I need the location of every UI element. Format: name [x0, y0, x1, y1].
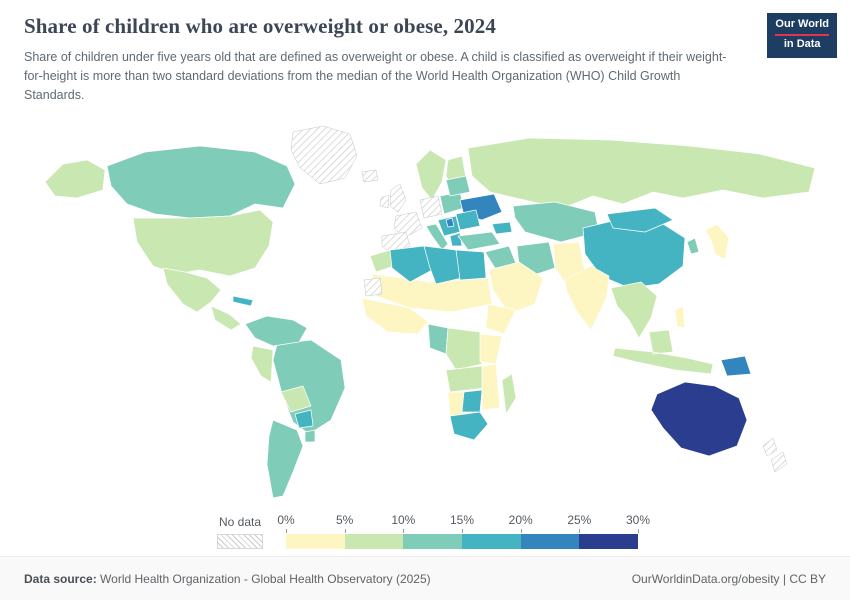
legend-tick-mark — [520, 529, 522, 533]
map-region-peru[interactable] — [250, 345, 274, 383]
map-region-uk[interactable] — [389, 183, 407, 213]
map-region-drc[interactable] — [445, 327, 483, 371]
map-region-germany[interactable] — [419, 195, 443, 219]
map-region-uruguay[interactable] — [304, 429, 316, 443]
legend-tick-mark — [344, 529, 346, 533]
map-region-australia[interactable] — [650, 381, 748, 457]
map-region-se-asia[interactable] — [610, 281, 658, 339]
data-source-text: World Health Organization - Global Healt… — [96, 571, 431, 586]
legend-swatch-20-25%[interactable] — [520, 534, 580, 549]
map-region-angola-zambia[interactable] — [445, 365, 487, 393]
owid-logo[interactable]: Our World in Data — [767, 13, 837, 58]
page-title: Share of children who are overweight or … — [24, 14, 496, 38]
chart-header: Share of children who are overweight or … — [24, 14, 760, 104]
map-region-cameroon-gabon[interactable] — [427, 323, 449, 355]
map-region-kazakhstan[interactable] — [512, 201, 600, 243]
map-region-romania-bulgaria[interactable] — [455, 209, 481, 231]
legend-tick-label: 0% — [277, 513, 295, 527]
owid-logo-line1: Our World — [775, 18, 829, 36]
legend-tick-label: 5% — [335, 513, 354, 527]
legend-swatch-25-30%[interactable] — [579, 534, 638, 549]
owid-credit-link[interactable]: OurWorldinData.org/obesity | CC BY — [631, 571, 826, 586]
legend-tick-label: 15% — [449, 513, 475, 527]
legend-swatch-10-15%[interactable] — [403, 534, 462, 549]
map-region-egypt[interactable] — [455, 249, 487, 281]
map-region-png[interactable] — [720, 355, 752, 377]
map-region-canada[interactable] — [106, 145, 296, 219]
legend-tick-mark — [403, 529, 405, 533]
map-region-libya-tunisia[interactable] — [423, 245, 463, 285]
map-region-central-america[interactable] — [210, 305, 242, 331]
map-region-kenya-tanzania[interactable] — [479, 333, 503, 365]
map-region-caucasus[interactable] — [491, 221, 513, 235]
map-region-western-sahara[interactable] — [363, 277, 383, 297]
world-map — [15, 120, 835, 512]
map-region-russia[interactable] — [467, 137, 816, 209]
map-region-indonesia[interactable] — [612, 329, 714, 375]
legend-tick-mark — [579, 529, 581, 533]
map-region-alaska[interactable] — [44, 159, 106, 199]
map-region-argentina[interactable] — [266, 419, 304, 499]
map-region-turkey[interactable] — [457, 231, 501, 251]
map-region-japan[interactable] — [704, 223, 730, 261]
legend-color-bar: 0% 5% 10% 15% 20% 25% 30% — [277, 513, 650, 549]
map-region-bolivia[interactable] — [280, 385, 312, 413]
map-region-madagascar[interactable] — [501, 373, 517, 415]
legend-no-data-swatch[interactable] — [217, 534, 263, 549]
map-region-serbia[interactable] — [445, 217, 455, 228]
map-region-horn[interactable] — [485, 303, 517, 335]
legend-tick-label: 20% — [508, 513, 533, 527]
legend-swatch-0-5%[interactable] — [286, 534, 345, 549]
owid-logo-line2: in Data — [783, 37, 821, 50]
data-source-label: Data source: — [24, 571, 97, 586]
map-region-new-zealand[interactable] — [762, 437, 788, 473]
legend-tick-label: 30% — [625, 513, 651, 527]
legend-tick-label: 25% — [567, 513, 592, 527]
map-region-middle-east[interactable] — [488, 261, 544, 315]
map-region-mongolia[interactable] — [606, 207, 674, 233]
map-region-west-africa[interactable] — [361, 297, 429, 335]
map-region-south-africa[interactable] — [449, 411, 489, 441]
chart-footer: Data source: World Health Organization -… — [0, 556, 850, 600]
map-region-baltics-belarus[interactable] — [445, 175, 471, 197]
map-region-france[interactable] — [393, 211, 423, 239]
map-region-greenland[interactable] — [290, 125, 358, 185]
map-region-italy[interactable] — [425, 223, 449, 251]
map-region-botswana[interactable] — [461, 389, 483, 413]
legend-tick-mark — [638, 529, 639, 533]
map-region-iceland[interactable] — [361, 169, 379, 183]
map-region-ireland[interactable] — [379, 194, 390, 209]
legend-tick-mark — [462, 529, 463, 533]
map-region-india[interactable] — [564, 265, 610, 331]
legend-no-data: No data — [217, 515, 263, 549]
legend-tick-mark — [286, 529, 287, 533]
map-region-scandinavia[interactable] — [415, 149, 447, 201]
map-region-philippines[interactable] — [674, 305, 686, 329]
map-region-colombia-venezuela[interactable] — [244, 315, 308, 347]
chart-subtitle: Share of children under five years old t… — [24, 50, 727, 102]
legend-tick-label: 10% — [391, 513, 416, 527]
map-region-mozambique[interactable] — [481, 363, 501, 411]
map-region-paraguay[interactable] — [294, 409, 314, 429]
legend-no-data-label: No data — [218, 515, 262, 529]
map-region-mexico[interactable] — [162, 267, 222, 313]
map-region-namibia[interactable] — [447, 391, 465, 419]
data-source: Data source: World Health Organization -… — [24, 572, 431, 586]
legend-swatch-5-10%[interactable] — [344, 534, 404, 549]
map-region-korea[interactable] — [686, 237, 700, 255]
map-region-usa[interactable] — [132, 209, 274, 277]
legend-swatch-15-20%[interactable] — [462, 534, 521, 549]
map-region-caribbean[interactable] — [232, 295, 254, 307]
map-legend: No data 0% 5% 10% 15% 20% 25% 30% — [217, 513, 650, 549]
map-region-algeria[interactable] — [389, 245, 433, 283]
